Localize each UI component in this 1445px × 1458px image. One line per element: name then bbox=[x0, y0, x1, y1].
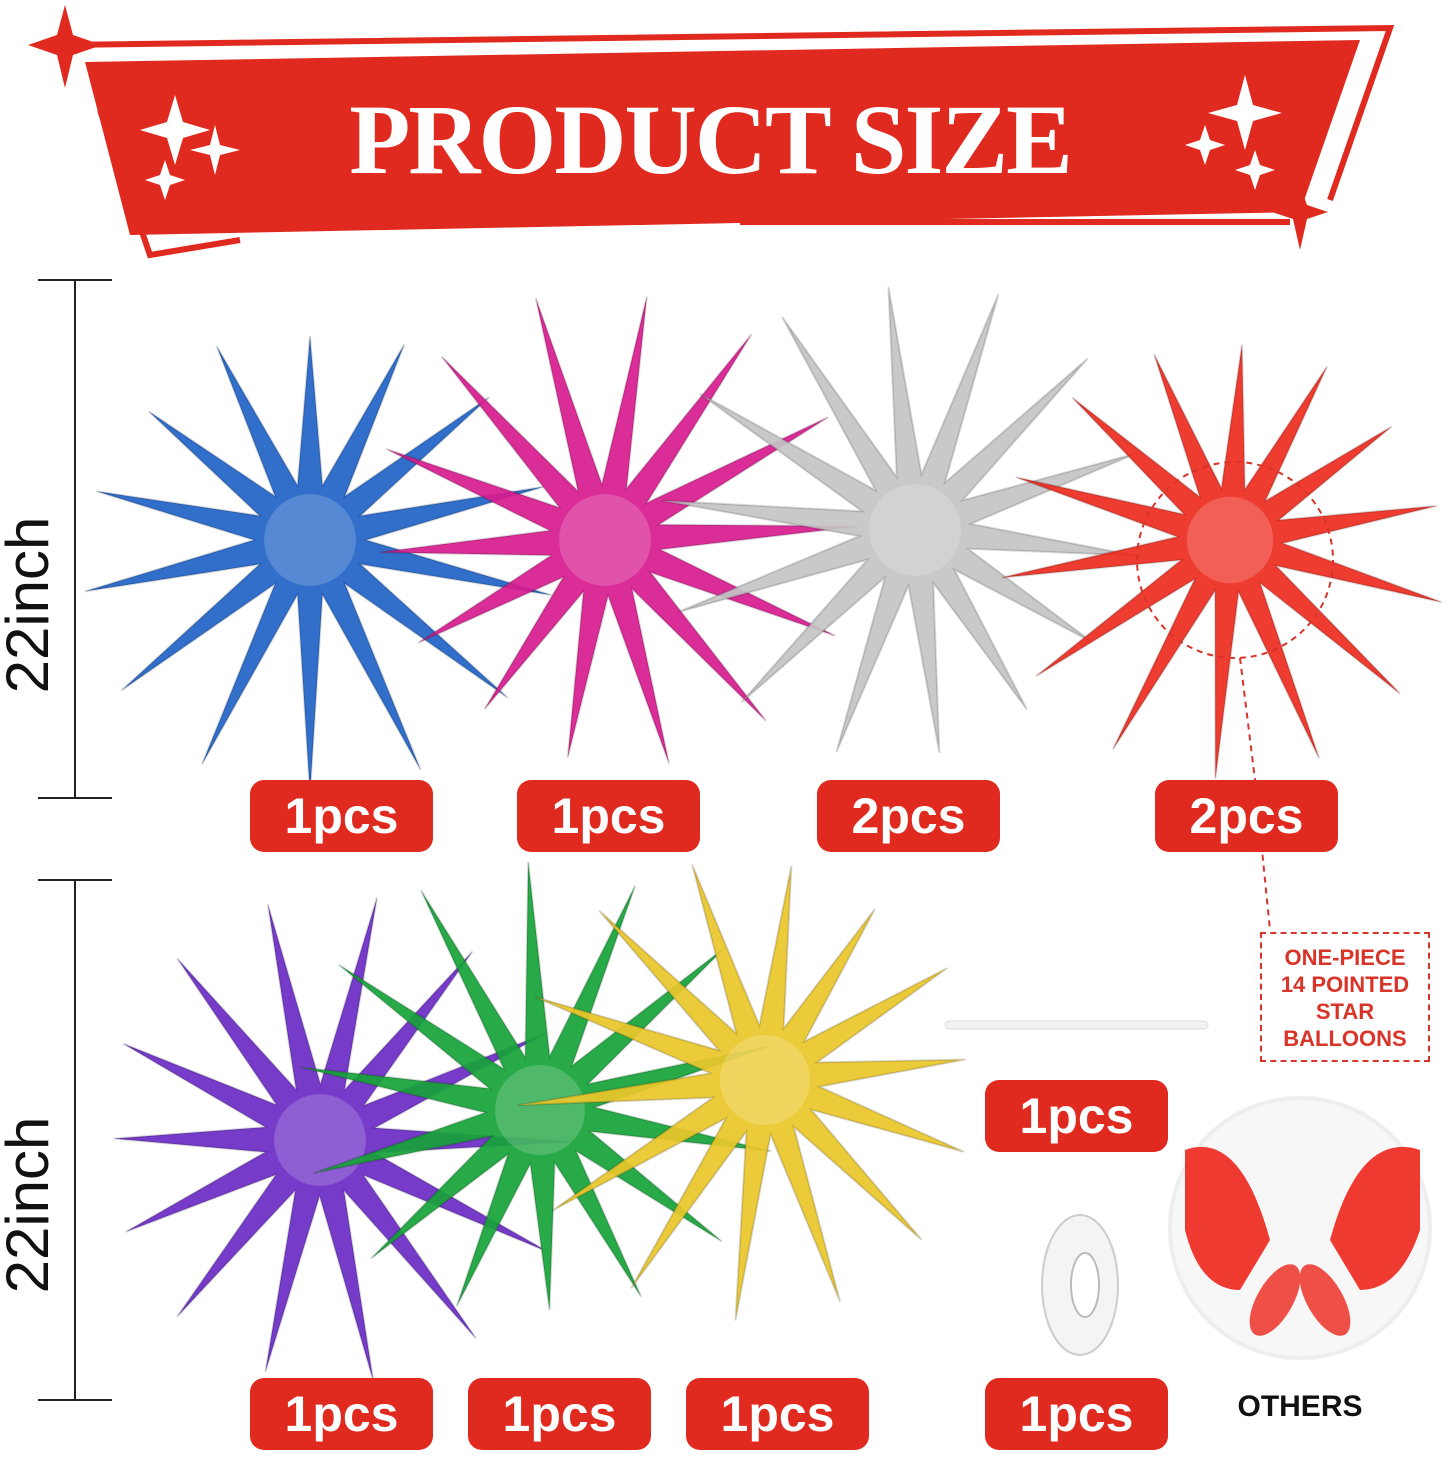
quantity-badge-ribbon: 1pcs bbox=[985, 1378, 1168, 1450]
note-line: ONE-PIECE bbox=[1284, 945, 1406, 970]
stick bbox=[944, 1020, 1209, 1030]
sparkle-icon bbox=[1185, 125, 1225, 165]
star-balloon-purple bbox=[113, 897, 575, 1382]
quantity-badge-magenta: 1pcs bbox=[517, 780, 700, 852]
balloon-highlight bbox=[720, 1035, 810, 1125]
others-label: OTHERS bbox=[1237, 1390, 1363, 1423]
banner bbox=[28, 5, 1395, 259]
balloon-highlight bbox=[264, 494, 356, 586]
page-title: PRODUCT SIZE bbox=[349, 84, 1073, 195]
balloon-highlight bbox=[495, 1065, 585, 1155]
quantity-badge-green: 1pcs bbox=[468, 1378, 651, 1450]
quantity-badge-red: 2pcs bbox=[1155, 780, 1338, 852]
connection-detail bbox=[1168, 1096, 1432, 1360]
balloon-highlight bbox=[559, 494, 651, 586]
sparkle-icon bbox=[140, 95, 210, 165]
sparkle-icon bbox=[1235, 150, 1275, 190]
star-balloon-green bbox=[300, 861, 775, 1311]
sparkle-icon bbox=[190, 125, 240, 175]
note-line: STAR bbox=[1315, 999, 1375, 1024]
dimension-label: 22inch bbox=[0, 1116, 61, 1294]
star-balloon-magenta bbox=[379, 296, 859, 764]
quantity-badge-silver: 2pcs bbox=[817, 780, 1000, 852]
sparkle-icon bbox=[1272, 185, 1328, 250]
sparkle-icon bbox=[28, 5, 102, 88]
dimension-label: 22inch bbox=[0, 516, 61, 694]
balloon-note: ONE-PIECE 14 POINTED STAR BALLOONS bbox=[1260, 932, 1430, 1062]
note-line: BALLOONS bbox=[1283, 1026, 1407, 1051]
sparkle-icon bbox=[1208, 75, 1282, 150]
star-balloon-gold bbox=[517, 864, 966, 1321]
ribbon-spool bbox=[1041, 1214, 1119, 1356]
star-balloon-red bbox=[1001, 344, 1442, 780]
sparkle-icon bbox=[145, 160, 185, 200]
balloon-highlight bbox=[869, 484, 961, 576]
quantity-badge-blue: 1pcs bbox=[250, 780, 433, 852]
quantity-badge-stick: 1pcs bbox=[985, 1080, 1168, 1152]
dimension-lines bbox=[38, 279, 112, 1401]
note-line: 14 POINTED bbox=[1280, 972, 1410, 997]
quantity-badge-purple: 1pcs bbox=[250, 1378, 433, 1450]
star-balloon-silver bbox=[661, 286, 1137, 754]
quantity-badge-gold: 1pcs bbox=[686, 1378, 869, 1450]
balloon-highlight bbox=[1186, 496, 1274, 584]
